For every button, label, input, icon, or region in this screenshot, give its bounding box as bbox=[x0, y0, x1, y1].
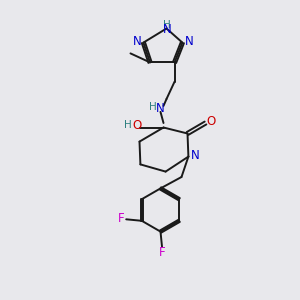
Text: O: O bbox=[206, 115, 215, 128]
Text: F: F bbox=[118, 212, 124, 225]
Text: N: N bbox=[162, 22, 171, 36]
Text: F: F bbox=[159, 245, 166, 259]
Text: H: H bbox=[163, 20, 171, 31]
Text: N: N bbox=[132, 34, 141, 48]
Text: H: H bbox=[149, 102, 157, 112]
Text: N: N bbox=[184, 34, 194, 48]
Text: N: N bbox=[156, 102, 165, 115]
Text: O: O bbox=[133, 118, 142, 132]
Text: H: H bbox=[124, 120, 131, 130]
Text: N: N bbox=[190, 148, 200, 162]
